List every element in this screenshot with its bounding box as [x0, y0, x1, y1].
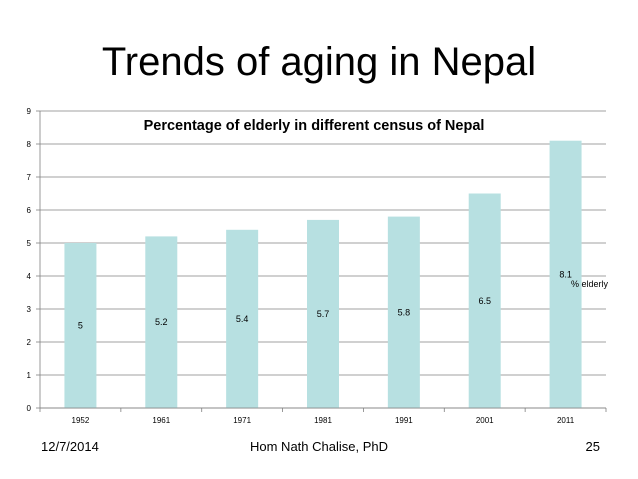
x-tick-label: 1971 [233, 416, 251, 425]
y-tick-label: 2 [27, 338, 32, 347]
x-tick-label: 1952 [72, 416, 90, 425]
bar-1981 [307, 219, 339, 408]
footer-page-number: 25 [585, 439, 600, 454]
y-tick-label: 7 [27, 173, 32, 182]
x-tick-label: 1991 [395, 416, 413, 425]
slide-title: Trends of aging in Nepal [101, 40, 537, 84]
footer-author: Hom Nath Chalise, PhD [250, 439, 388, 454]
data-label: 5.2 [155, 317, 168, 327]
bar-2011 [549, 140, 582, 408]
bar-1971 [226, 229, 259, 408]
y-tick-label: 8 [27, 140, 32, 149]
data-label: 8.1 [559, 269, 572, 279]
bar-2001 [468, 193, 501, 408]
x-tick-label: 1981 [314, 416, 332, 425]
y-tick-label: 1 [27, 371, 32, 380]
y-tick-label: 4 [27, 272, 32, 281]
data-label: 5 [78, 321, 83, 331]
y-tick-label: 0 [27, 404, 32, 413]
data-label: 5.8 [398, 307, 411, 317]
chart-svg: Percentage of elderly in different censu… [27, 107, 609, 425]
y-tick-label: 3 [27, 305, 32, 314]
chart-title: Percentage of elderly in different censu… [144, 118, 485, 134]
y-tick-label: 5 [27, 239, 32, 248]
x-tick-label: 1961 [152, 416, 170, 425]
data-label: 6.5 [478, 296, 491, 306]
x-tick-label: 2001 [476, 416, 494, 425]
bar-1991 [387, 216, 420, 408]
bar-1952 [64, 243, 97, 408]
legend-entry: % elderly [571, 279, 609, 289]
x-tick-label: 2011 [557, 416, 575, 425]
y-tick-label: 9 [27, 107, 32, 116]
bar-1961 [145, 236, 178, 408]
y-tick-label: 6 [27, 206, 32, 215]
footer-date: 12/7/2014 [41, 439, 99, 454]
data-label: 5.4 [236, 314, 249, 324]
data-label: 5.7 [317, 309, 330, 319]
bar-chart: Percentage of elderly in different censu… [0, 100, 638, 430]
